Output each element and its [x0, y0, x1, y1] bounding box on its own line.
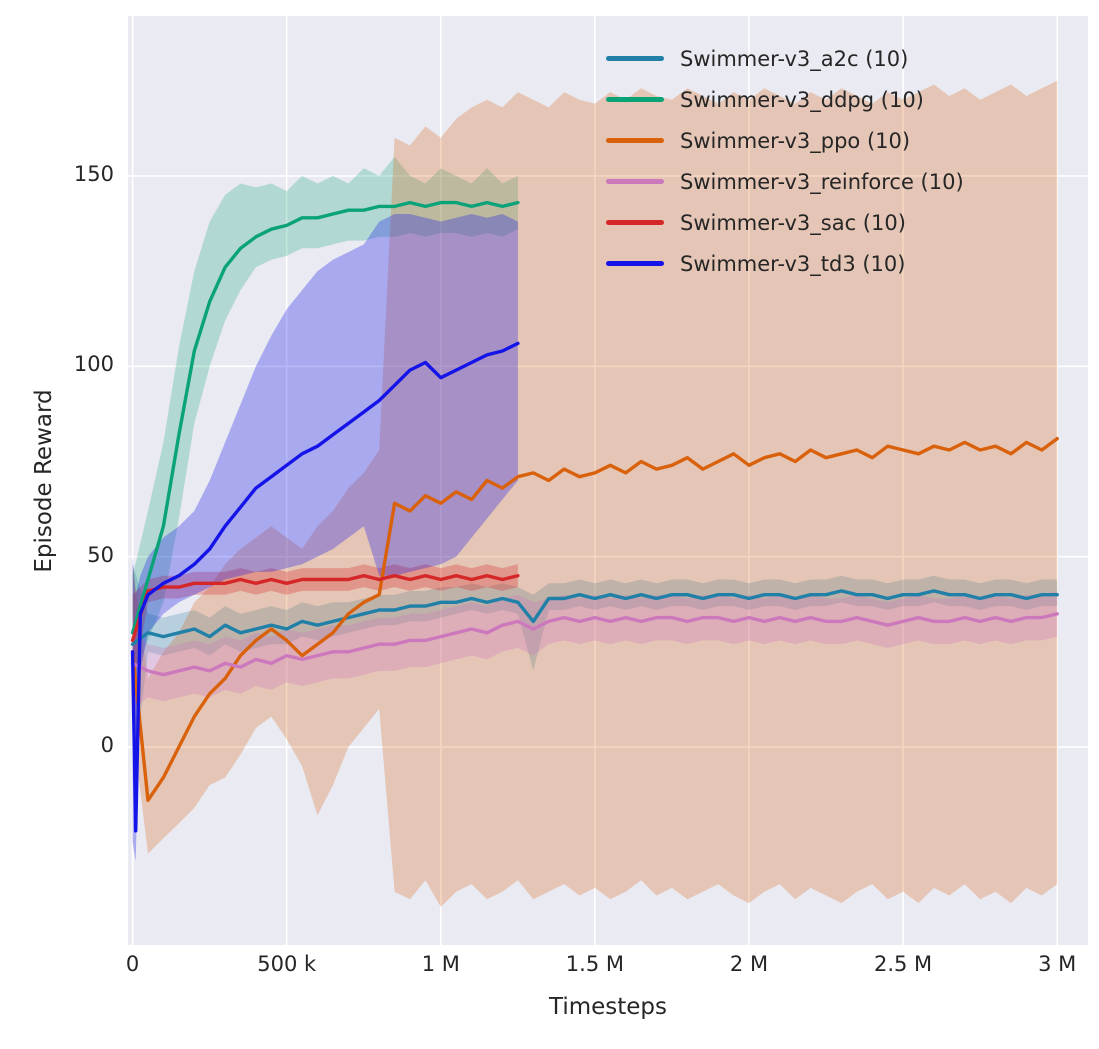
- y-tick-label: 150: [73, 161, 114, 186]
- legend-item: Swimmer-v3_sac (10): [606, 202, 964, 243]
- x-tick-label: 0: [125, 952, 140, 976]
- x-tick-label: 2 M: [729, 952, 769, 976]
- x-tick-label: 1 M: [421, 952, 460, 976]
- series-line: [130, 436, 1059, 802]
- legend-item: Swimmer-v3_td3 (10): [606, 243, 964, 284]
- legend-line-swatch: [606, 138, 664, 143]
- legend-item: Swimmer-v3_reinforce (10): [606, 161, 964, 202]
- series-band: [132, 156, 518, 679]
- x-tick-label: 3 M: [1038, 952, 1077, 976]
- legend-line-swatch: [606, 97, 664, 102]
- y-tick-label: 50: [87, 542, 114, 567]
- series-band: [132, 564, 1058, 786]
- series-band: [132, 80, 1058, 907]
- legend-line-swatch: [606, 220, 664, 225]
- legend-label: Swimmer-v3_ppo (10): [680, 128, 911, 153]
- legend-item: Swimmer-v3_ddpg (10): [606, 79, 964, 120]
- legend-label: Swimmer-v3_ddpg (10): [680, 87, 924, 112]
- x-tick-label: 500 k: [257, 952, 317, 976]
- legend-label: Swimmer-v3_sac (10): [680, 210, 906, 235]
- legend-label: Swimmer-v3_reinforce (10): [680, 169, 964, 194]
- y-tick-label: 0: [100, 733, 114, 758]
- legend-label: Swimmer-v3_td3 (10): [680, 251, 906, 276]
- legend-line-swatch: [606, 179, 664, 184]
- legend-item: Swimmer-v3_a2c (10): [606, 38, 964, 79]
- legend-item: Swimmer-v3_ppo (10): [606, 120, 964, 161]
- series-band: [132, 214, 518, 862]
- series-line: [130, 612, 1059, 677]
- chart-legend: Swimmer-v3_a2c (10) Swimmer-v3_ddpg (10) S…: [606, 38, 964, 284]
- x-axis-label: Timesteps: [548, 994, 668, 1020]
- series-line: [130, 200, 520, 635]
- x-tick-label: 1.5 M: [565, 952, 624, 976]
- y-tick-label: 100: [73, 352, 114, 377]
- legend-line-swatch: [606, 261, 664, 266]
- legend-label: Swimmer-v3_a2c (10): [680, 46, 909, 71]
- plot-area: [128, 16, 1088, 945]
- y-axis-label: Episode Reward: [31, 389, 57, 573]
- series-line: [130, 341, 520, 833]
- series-line: [130, 574, 520, 643]
- series-line: [130, 589, 1059, 646]
- legend-line-swatch: [606, 56, 664, 61]
- x-tick-label: 2.5 M: [873, 952, 933, 976]
